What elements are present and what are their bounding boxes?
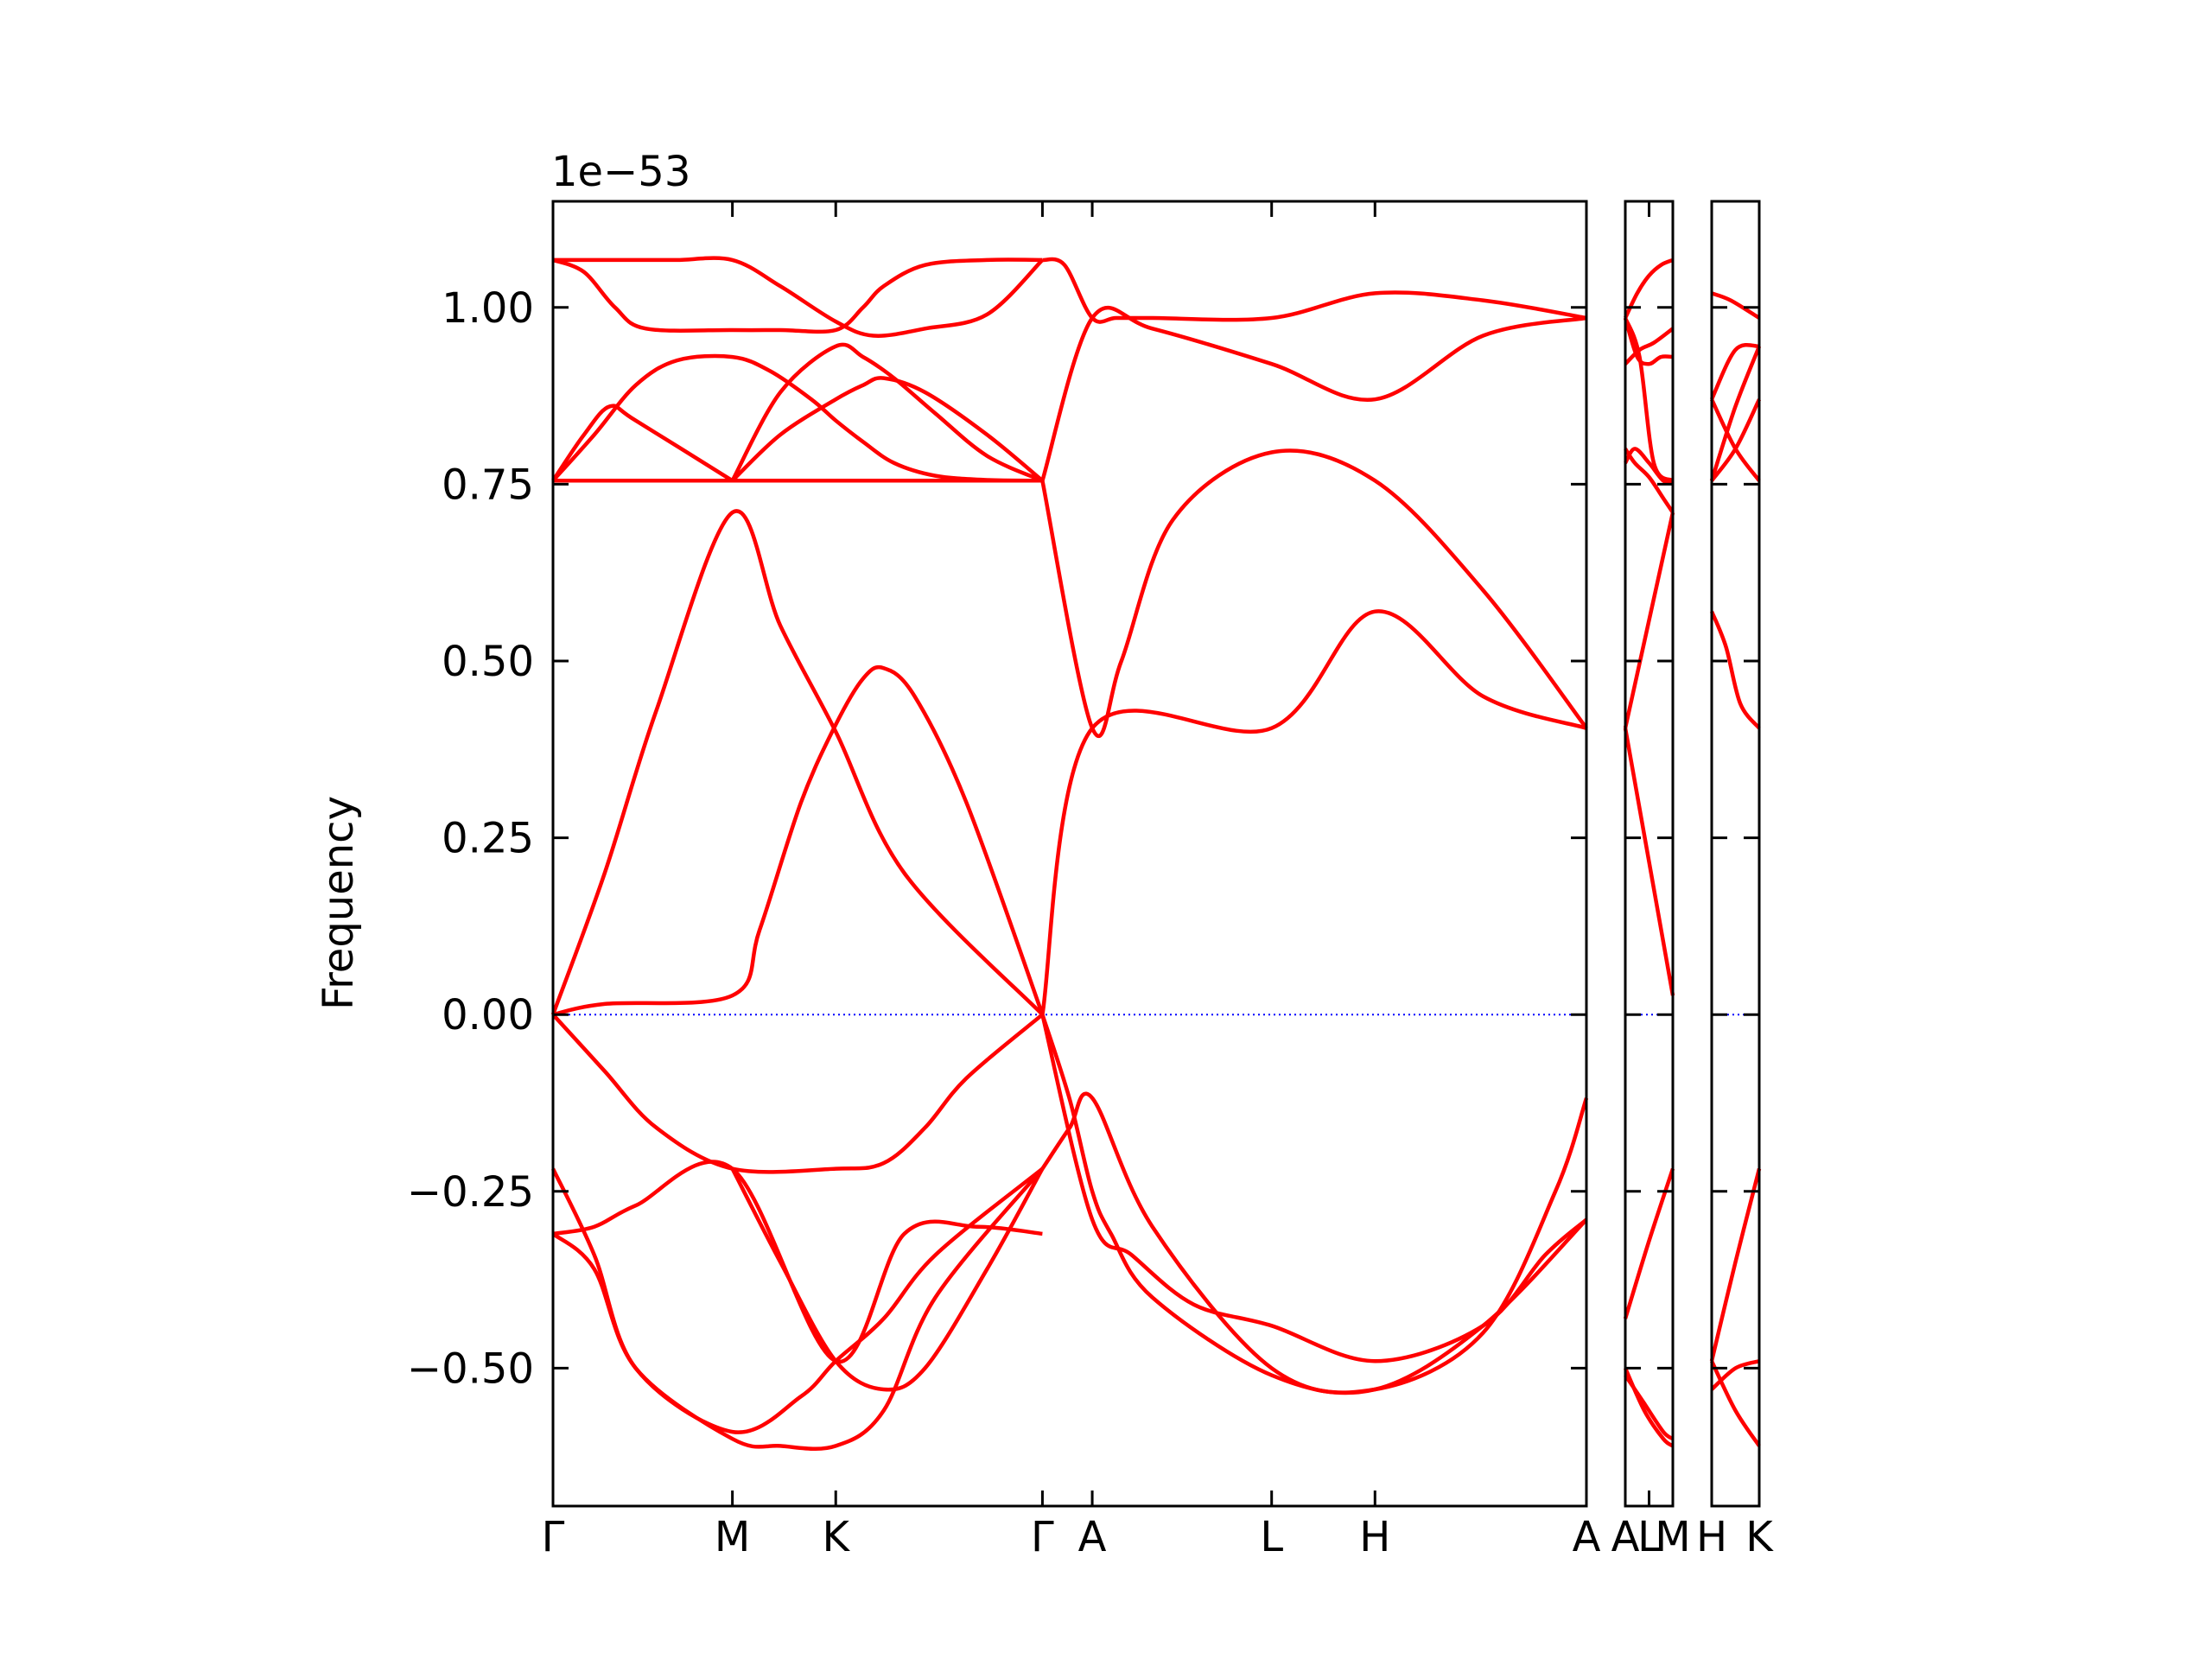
x-tick-label: H <box>1359 1513 1390 1561</box>
x-tick-label: M <box>1655 1513 1690 1561</box>
band-line-1-16 <box>1040 305 1587 481</box>
band-line-1-11 <box>552 1160 1043 1364</box>
y-tick-label: 0.50 <box>442 638 534 686</box>
band-line-3-6 <box>1709 610 1761 730</box>
x-tick-label: L <box>1260 1513 1283 1561</box>
band-line-1-18 <box>1040 609 1587 1015</box>
band-line-1-6 <box>731 376 1044 483</box>
band-line-1-8 <box>550 509 1045 1016</box>
y-tick-label: 0.75 <box>442 461 534 509</box>
y-tick-label: 0.00 <box>442 991 534 1039</box>
axes-frame <box>1710 200 1761 1508</box>
band-line-1-19 <box>1040 1014 1588 1395</box>
x-tick-label: L <box>1637 1513 1661 1561</box>
band-line-2-7 <box>1623 728 1675 996</box>
x-tick-label: K <box>1745 1513 1774 1561</box>
band-line-3-1 <box>1711 291 1761 320</box>
band-line-2-8 <box>1623 512 1675 729</box>
x-tick-label: M <box>715 1513 750 1561</box>
band-line-1-3 <box>551 353 1043 483</box>
x-tick-label: A <box>1078 1513 1107 1561</box>
y-tick-label: 0.25 <box>442 815 534 863</box>
band-line-3-4 <box>1709 343 1760 401</box>
band-line-1-10 <box>551 1013 1044 1174</box>
band-line-1-21 <box>1040 1091 1589 1395</box>
band-line-1-13 <box>551 1167 1045 1452</box>
y-tick-label: −0.25 <box>407 1168 534 1217</box>
band-line-1-4 <box>551 404 734 483</box>
band-line-3-3 <box>1709 345 1762 481</box>
band-line-2-9 <box>1623 1167 1675 1319</box>
axes-frame <box>551 200 1588 1508</box>
band-line-2-2 <box>1623 317 1674 366</box>
band-panel-2: ALM <box>1611 200 1691 1561</box>
band-line-1-2 <box>552 257 1043 334</box>
band-line-2-4 <box>1624 327 1675 365</box>
band-line-1-1 <box>553 256 1044 338</box>
band-line-3-7 <box>1709 1168 1762 1362</box>
y-axis-label: Frequency <box>315 796 363 1010</box>
band-line-3-5 <box>1710 398 1762 482</box>
band-line-2-1 <box>1623 257 1674 319</box>
band-panel-1: −0.50−0.250.000.250.500.751.00Γ M K Γ A L H A <box>407 200 1601 1561</box>
band-line-1-15 <box>1041 257 1587 324</box>
band-line-1-20 <box>1040 1014 1588 1363</box>
band-line-1-12 <box>550 1166 1044 1434</box>
x-tick-label: H <box>1696 1513 1727 1561</box>
x-tick-label: Γ <box>542 1513 565 1561</box>
band-line-1-17 <box>1040 448 1588 738</box>
x-tick-label: K <box>822 1513 850 1561</box>
band-line-2-6 <box>1624 447 1674 485</box>
band-line-2-11 <box>1623 1367 1675 1448</box>
y-offset-label: 1e−53 <box>551 148 690 196</box>
band-line-2-5 <box>1624 448 1675 514</box>
x-tick-label: A <box>1573 1513 1601 1561</box>
band-line-3-9 <box>1709 1360 1761 1447</box>
band-line-1-9 <box>552 664 1045 1017</box>
x-tick-label: A <box>1611 1513 1640 1561</box>
x-tick-label: Γ <box>1031 1513 1054 1561</box>
y-tick-label: 1.00 <box>442 284 534 333</box>
band-line-1-14 <box>730 1167 1045 1392</box>
band-line-3-8 <box>1710 1359 1760 1391</box>
band-line-1-5 <box>730 342 1044 483</box>
y-tick-label: −0.50 <box>407 1344 534 1393</box>
